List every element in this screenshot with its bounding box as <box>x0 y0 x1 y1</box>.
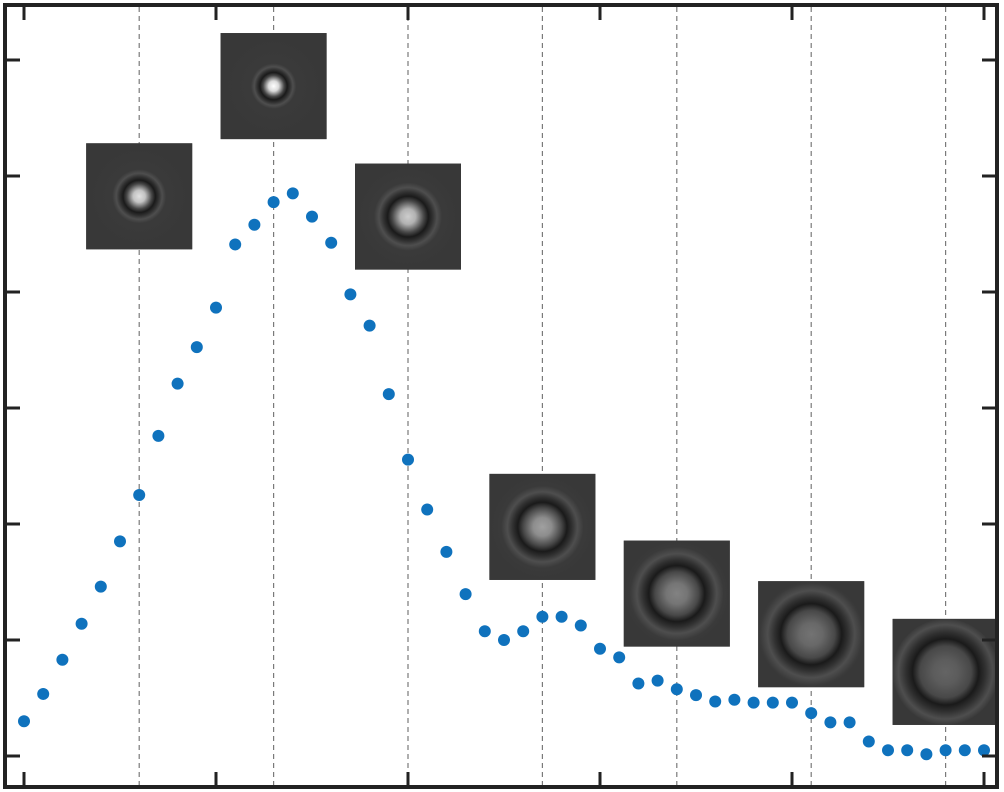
data-point <box>421 503 434 516</box>
data-point <box>171 377 184 390</box>
psf-inset-6 <box>758 581 865 688</box>
data-point <box>325 236 338 249</box>
data-point <box>843 716 856 729</box>
data-point <box>882 744 894 757</box>
data-point <box>958 744 971 757</box>
data-point <box>56 653 69 666</box>
data-point <box>114 535 126 548</box>
data-point <box>478 625 491 638</box>
data-point <box>574 619 587 632</box>
data-point <box>594 642 606 655</box>
data-point <box>363 319 376 332</box>
psf-inset-2 <box>220 33 327 140</box>
data-point <box>747 696 760 709</box>
psf-inset-7 <box>892 618 999 725</box>
data-point <box>728 693 741 706</box>
data-point <box>978 744 990 757</box>
data-point <box>517 625 530 638</box>
data-point <box>37 687 50 700</box>
data-point <box>459 588 472 601</box>
data-point <box>440 545 453 558</box>
inset-psf <box>892 618 999 725</box>
inset-images <box>86 33 999 725</box>
data-point <box>939 744 952 757</box>
inset-psf <box>220 33 327 140</box>
data-point <box>190 341 203 354</box>
data-point <box>306 210 318 223</box>
psf-inset-1 <box>86 143 193 250</box>
data-point <box>901 744 914 757</box>
data-points <box>18 187 990 761</box>
data-point <box>632 677 645 690</box>
psf-inset-4 <box>489 473 596 580</box>
data-point <box>555 610 568 623</box>
data-point <box>786 696 798 709</box>
data-point <box>651 674 664 687</box>
data-point <box>824 716 837 729</box>
data-point <box>248 218 261 231</box>
plot-frame <box>3 3 999 789</box>
data-point <box>94 580 107 593</box>
data-point <box>210 301 222 314</box>
psf-inset-3 <box>355 163 461 270</box>
inset-psf <box>86 143 193 250</box>
data-point <box>286 187 299 200</box>
data-point <box>152 429 165 442</box>
axis-ticks <box>7 7 995 785</box>
data-point <box>536 610 549 623</box>
data-point <box>805 707 818 720</box>
inset-psf <box>758 581 865 688</box>
data-point <box>229 238 242 251</box>
data-point <box>766 696 779 709</box>
inset-psf <box>355 163 461 270</box>
data-point <box>670 683 683 696</box>
data-point <box>18 715 30 728</box>
data-point <box>920 748 933 761</box>
data-point <box>75 617 88 630</box>
data-point <box>709 695 722 708</box>
data-point <box>862 735 875 748</box>
data-point <box>613 651 626 664</box>
data-point <box>402 453 414 466</box>
data-point <box>498 634 510 646</box>
inset-psf <box>623 540 730 647</box>
data-point <box>344 288 357 301</box>
inset-psf <box>489 473 596 580</box>
data-point <box>382 388 395 401</box>
data-point <box>690 689 702 702</box>
data-point <box>133 489 146 501</box>
data-point <box>267 196 280 209</box>
psf-inset-5 <box>623 540 730 647</box>
